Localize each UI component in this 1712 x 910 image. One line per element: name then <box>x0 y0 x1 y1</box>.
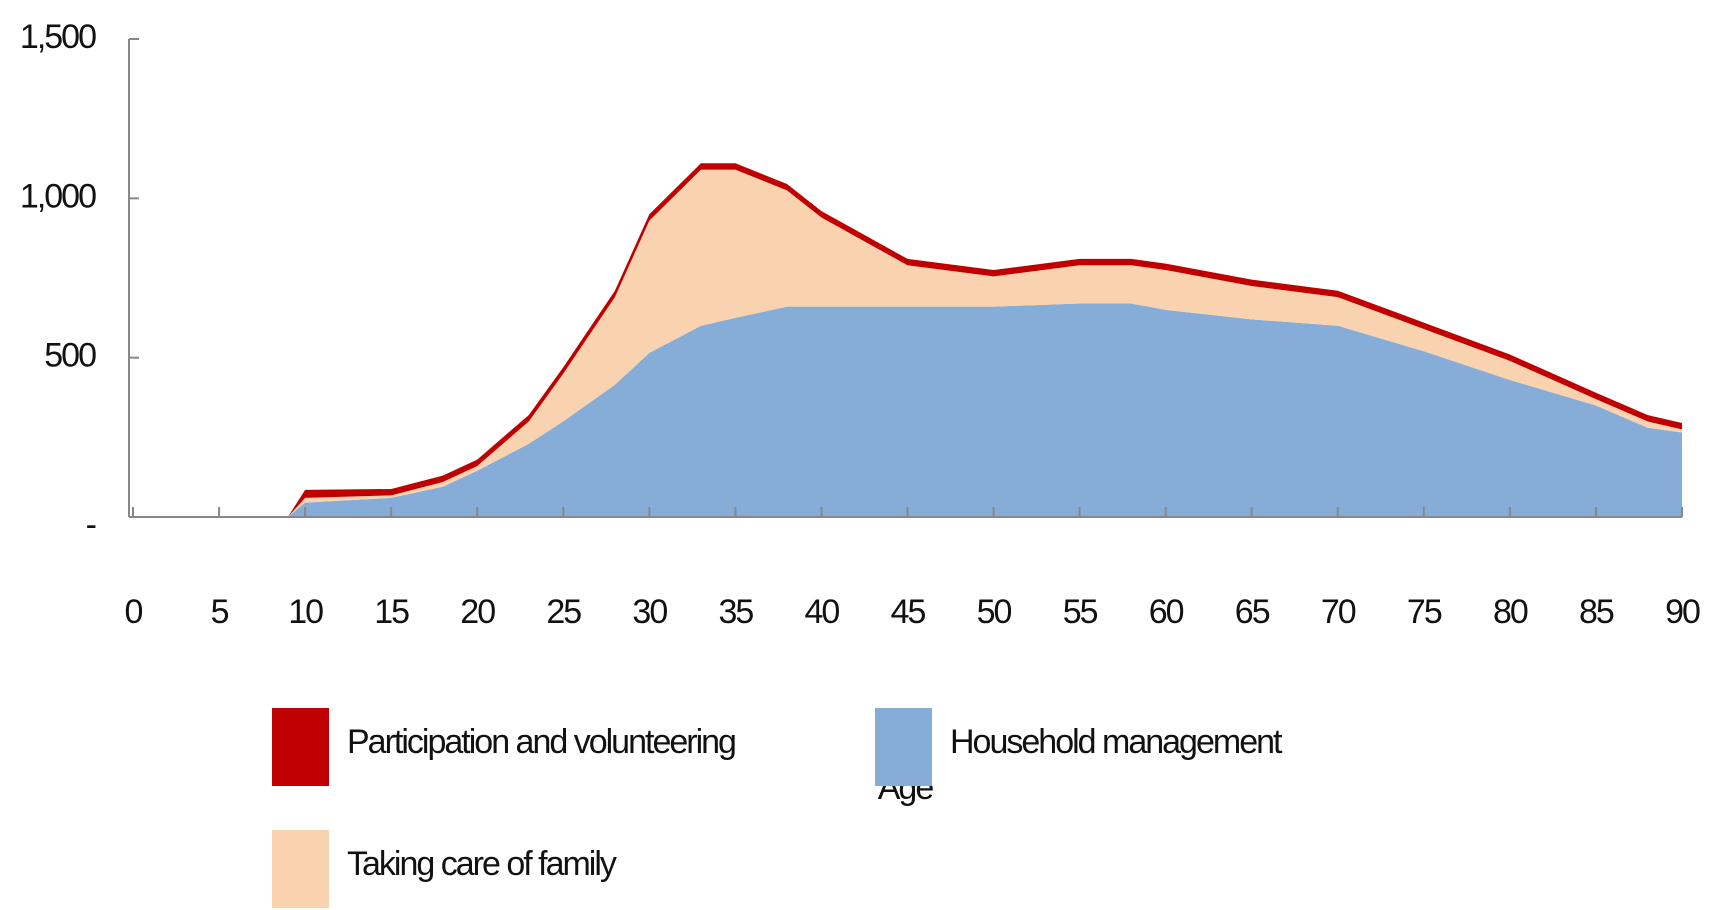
legend-label: Taking care of family <box>347 845 617 883</box>
area <box>133 169 1682 518</box>
x-tick-label: 15 <box>374 593 409 631</box>
y-tick-label: 1,000 <box>20 177 96 215</box>
x-tick-label: 25 <box>546 593 581 631</box>
legend-swatch <box>272 830 329 908</box>
legend-swatch <box>272 708 329 786</box>
x-tick-label: 90 <box>1665 593 1700 631</box>
legend-label: Household management <box>950 723 1283 761</box>
area <box>133 303 1682 517</box>
x-tick-label: 0 <box>125 593 143 631</box>
x-tick-label: 65 <box>1235 593 1270 631</box>
x-tick-label: 80 <box>1493 593 1528 631</box>
x-tick-label: 35 <box>718 593 753 631</box>
y-tick-label: 1,500 <box>20 18 96 56</box>
legend-swatch <box>875 708 932 786</box>
x-tick-label: 5 <box>211 593 229 631</box>
x-tick-label: 60 <box>1149 593 1184 631</box>
x-tick-label: 75 <box>1407 593 1442 631</box>
x-tick-label: 85 <box>1579 593 1614 631</box>
x-tick-label: 55 <box>1063 593 1098 631</box>
x-tick-label: 30 <box>632 593 667 631</box>
x-tick-label: 40 <box>805 593 840 631</box>
y-tick-label: - <box>86 506 96 544</box>
y-tick-label: 500 <box>44 337 96 375</box>
x-tick-label: 20 <box>460 593 495 631</box>
x-tick-label: 45 <box>891 593 926 631</box>
legend-label: Participation and volunteering <box>347 723 735 761</box>
x-tick-label: 70 <box>1321 593 1356 631</box>
x-tick-label: 10 <box>288 593 323 631</box>
x-tick-label: 50 <box>977 593 1012 631</box>
area <box>133 163 1682 517</box>
